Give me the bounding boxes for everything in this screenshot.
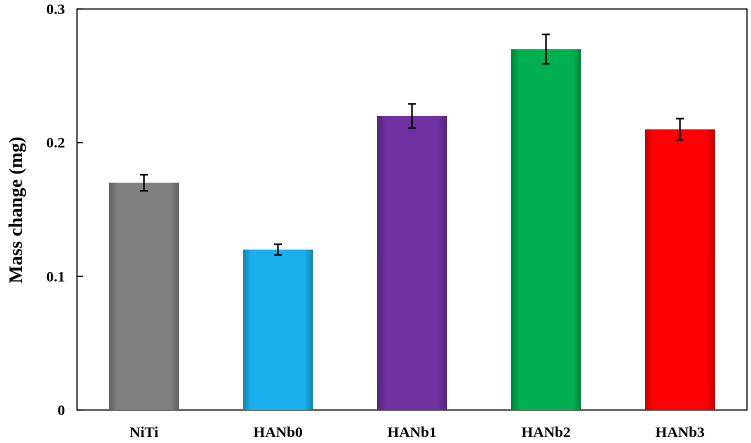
y-axis-title: Mass change (mg) bbox=[6, 137, 27, 284]
y-tick-label: 0.1 bbox=[46, 269, 65, 285]
x-tick-label-hanb0: HANb0 bbox=[253, 425, 302, 441]
y-tick-label: 0 bbox=[58, 403, 66, 419]
bars bbox=[109, 49, 715, 411]
x-tick-label-niti: NiTi bbox=[130, 425, 159, 441]
x-tick-label-hanb1: HANb1 bbox=[387, 425, 436, 441]
x-tick-label-hanb2: HANb2 bbox=[521, 425, 570, 441]
y-axis: 0 0.1 0.2 0.3 bbox=[46, 2, 83, 419]
y-tick-label: 0.3 bbox=[46, 2, 65, 18]
bar-niti bbox=[109, 182, 179, 410]
y-tick-label: 0.2 bbox=[46, 136, 65, 152]
bar-hanb2 bbox=[511, 49, 581, 410]
bar-hanb0 bbox=[243, 249, 313, 410]
x-tick-label-hanb3: HANb3 bbox=[655, 425, 704, 441]
error-bars bbox=[140, 33, 684, 256]
x-axis: NiTi HANb0 HANb1 HANb2 HANb3 bbox=[130, 425, 705, 441]
bar-hanb1 bbox=[377, 115, 447, 410]
bar-hanb3 bbox=[645, 129, 715, 411]
